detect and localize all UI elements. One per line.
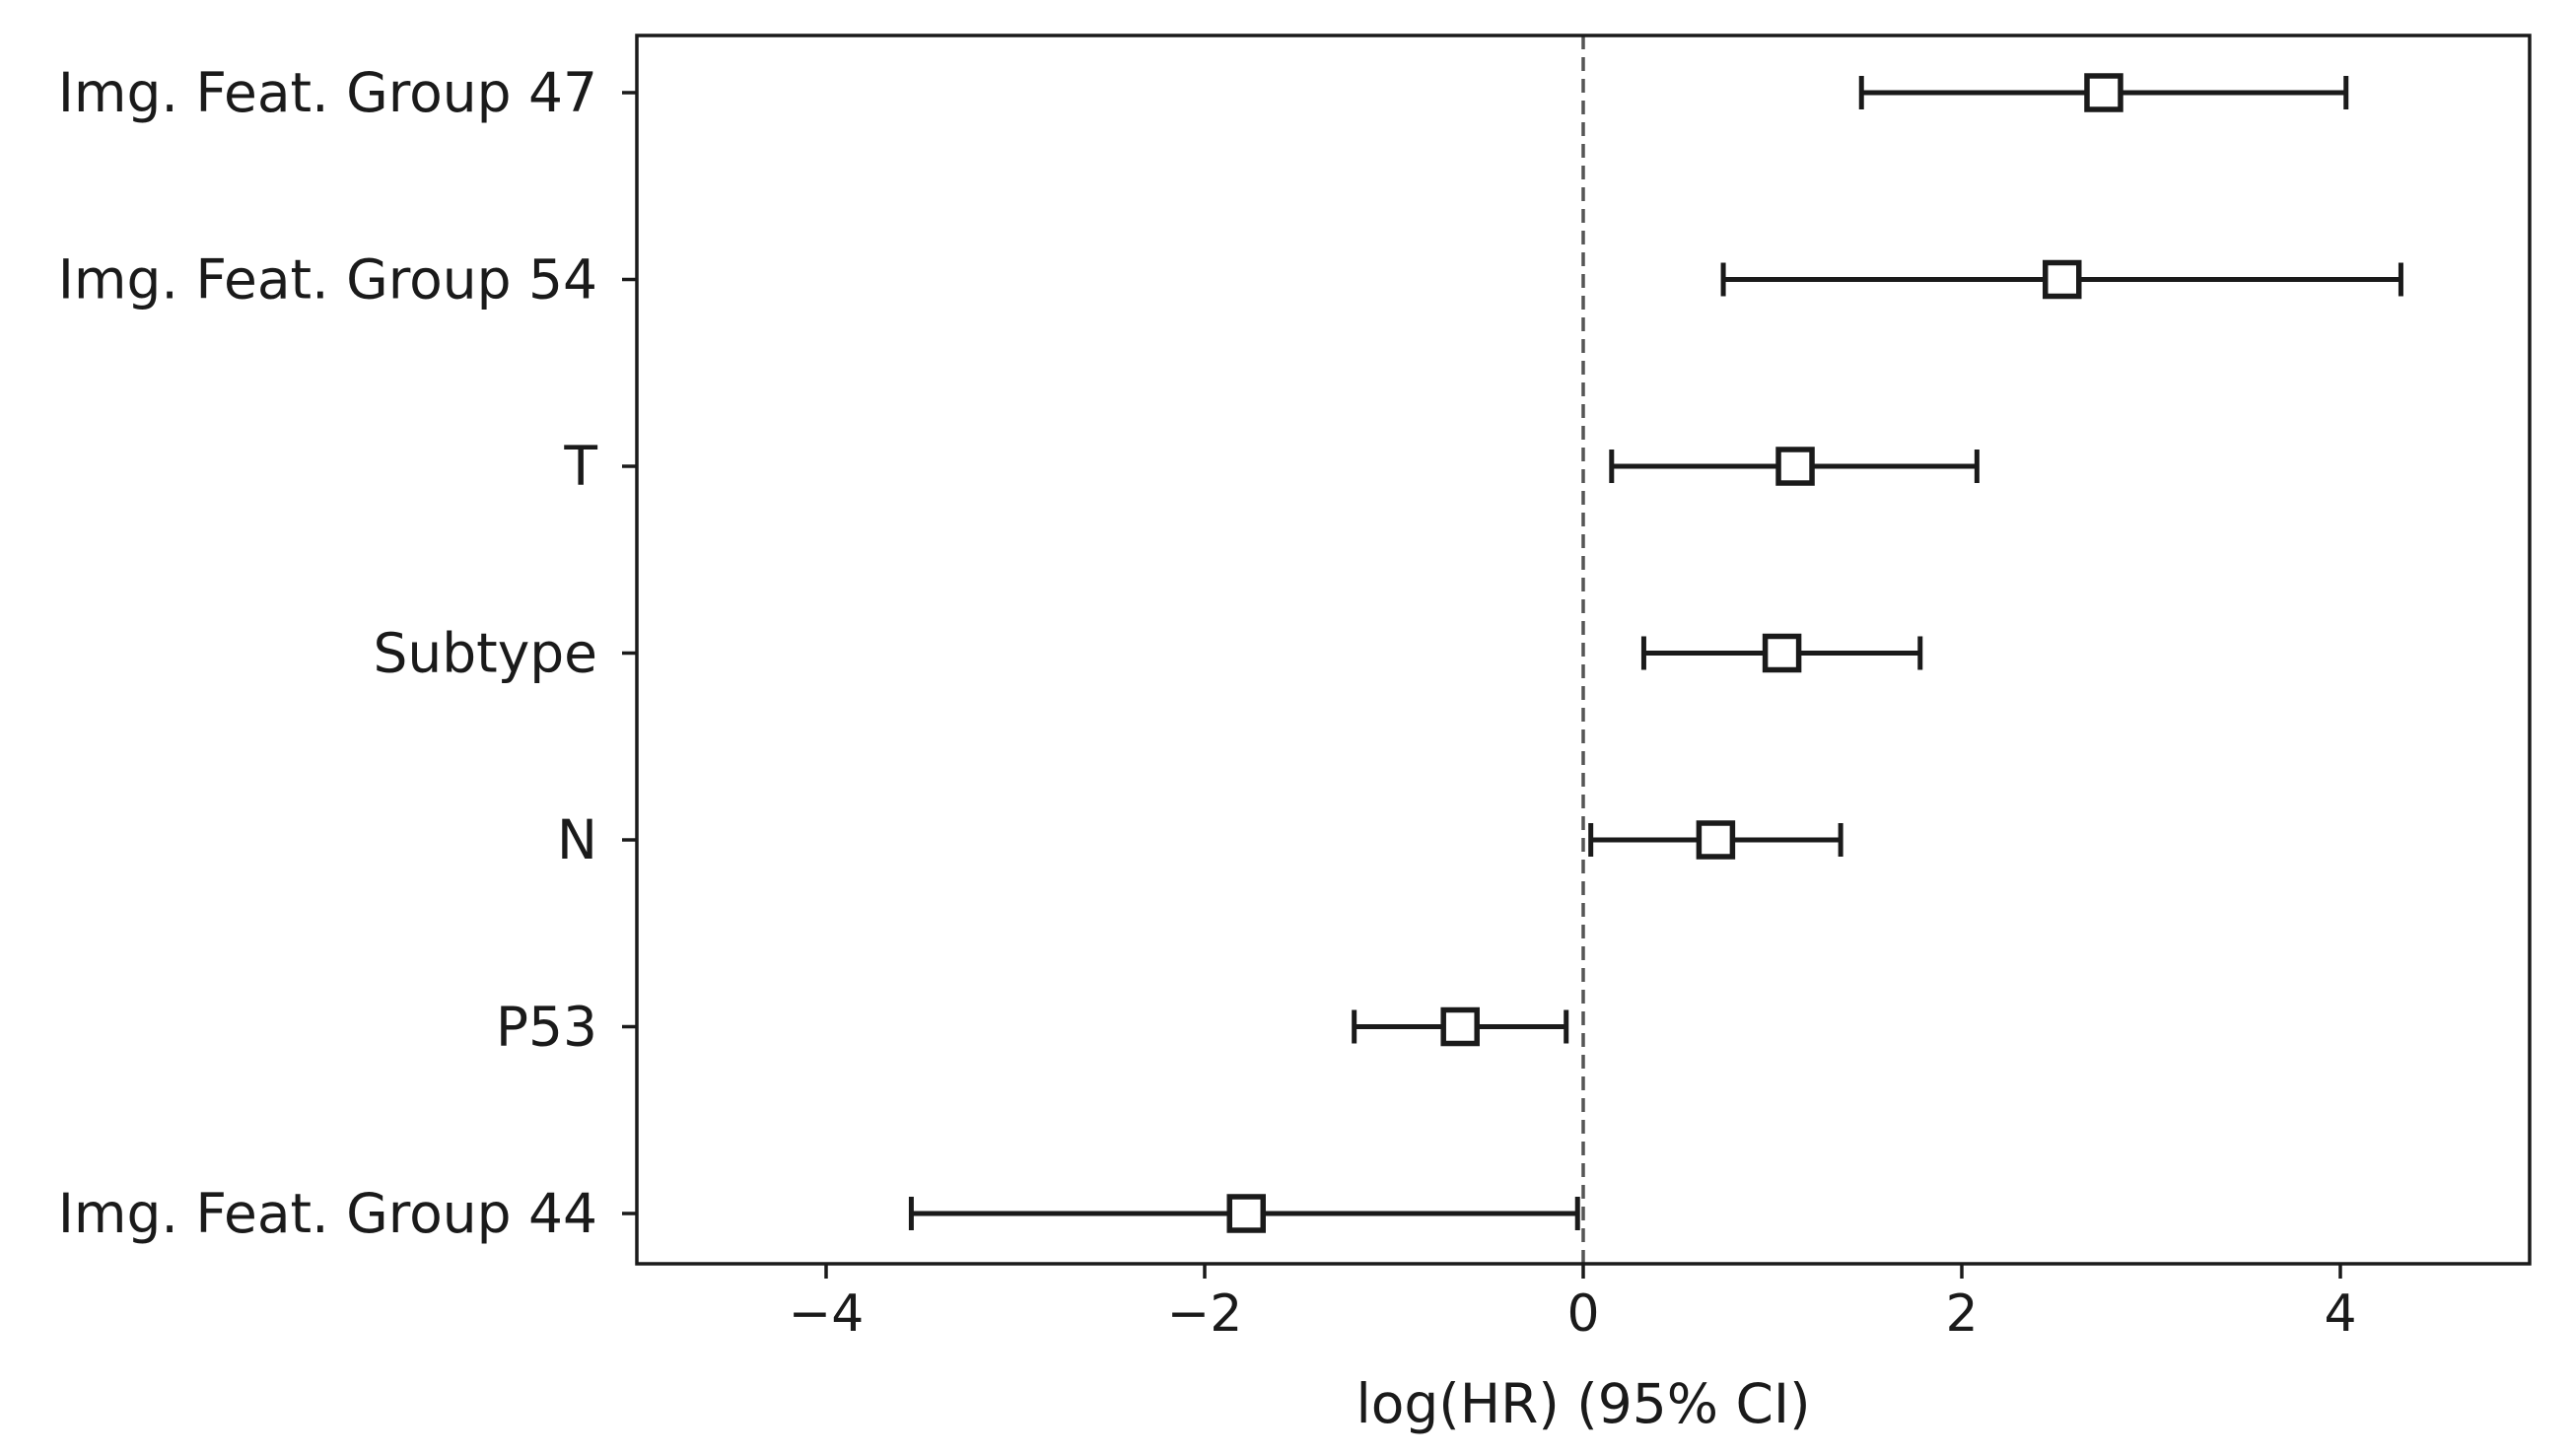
estimate-marker [1775, 447, 1815, 486]
y-tick-label: Img. Feat. Group 47 [58, 61, 597, 124]
x-tick-label: 2 [1945, 1284, 1978, 1344]
x-tick-label: −4 [789, 1284, 865, 1344]
estimate-marker [1762, 633, 1802, 673]
estimate-marker [1226, 1194, 1266, 1233]
y-tick-label: P53 [496, 996, 597, 1059]
y-tick-label: Img. Feat. Group 54 [58, 248, 597, 312]
x-axis-title: log(HR) (95% CI) [1356, 1372, 1810, 1435]
ci-row [1588, 820, 1843, 860]
estimate-marker [1696, 820, 1736, 860]
ci-row [1640, 633, 1923, 673]
x-tick-label: 4 [2324, 1284, 2356, 1344]
ci-row [1720, 259, 2403, 300]
x-tick-label: 0 [1566, 1284, 1599, 1344]
y-tick-label: N [557, 808, 597, 871]
ci-row [1609, 447, 1980, 486]
estimate-marker [1440, 1006, 1480, 1047]
estimate-marker [2043, 259, 2082, 300]
axes-layer: Img. Feat. Group 47 Img. Feat. Group 54 T S… [58, 34, 2532, 1344]
estimate-marker [2084, 73, 2123, 112]
y-tick-label: Subtype [373, 622, 597, 685]
marks-layer [908, 73, 2403, 1233]
ci-row [908, 1194, 1580, 1233]
y-tick-label: T [563, 435, 597, 498]
x-tick-label: −2 [1167, 1284, 1243, 1344]
y-tick-label: Img. Feat. Group 44 [58, 1182, 597, 1245]
ci-row [1352, 1006, 1569, 1047]
ci-row [1858, 73, 2349, 112]
